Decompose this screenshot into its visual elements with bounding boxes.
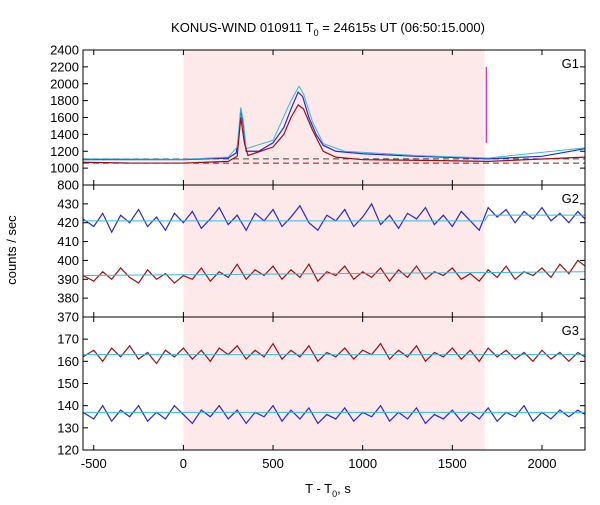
y-tick-label: 170 [57,332,79,347]
panel-label: G3 [562,323,579,338]
y-tick-label: 2000 [50,76,79,91]
y-tick-label: 420 [57,215,79,230]
y-tick-label: 800 [57,178,79,193]
y-tick-label: 410 [57,234,79,249]
y-tick-label: 1600 [50,110,79,125]
y-tick-label: 430 [57,196,79,211]
y-tick-label: 1800 [50,93,79,108]
y-tick-label: 150 [57,376,79,391]
y-axis-label: counts / sec [4,215,19,285]
series-g2-cyan-3 [82,271,586,277]
chart-title: KONUS-WIND 010911 T0 = 24615s UT (06:50:… [171,20,485,38]
y-tick-label: 370 [57,310,79,325]
y-tick-label: 380 [57,291,79,306]
y-tick-label: 2400 [50,43,79,58]
series-g1-cyan-1 [82,85,586,160]
x-tick-label: 0 [180,456,187,471]
x-axis-label: T - T0, s [305,481,351,499]
x-tick-label: -500 [81,456,107,471]
series-g1-blue-0 [83,91,586,161]
series-g3-red-0 [82,342,586,365]
y-tick-label: 390 [57,272,79,287]
series-g2-cyan-1 [83,214,585,222]
y-tick-label: 140 [57,398,79,413]
y-tick-label: 1000 [50,161,79,176]
series-g2-red-2 [82,259,586,284]
y-tick-label: 1200 [50,144,79,159]
x-tick-label: 1000 [348,456,377,471]
x-tick-label: 500 [262,456,284,471]
shaded-interval [183,50,485,450]
panel-label: G1 [562,56,579,71]
series-g3-blue-2 [82,404,586,425]
x-tick-label: 2000 [528,456,557,471]
y-tick-label: 2200 [50,59,79,74]
y-tick-label: 130 [57,420,79,435]
x-tick-label: 1500 [438,456,467,471]
series-g1-red-2 [82,103,586,164]
y-tick-label: 160 [57,354,79,369]
y-tick-label: 1400 [50,127,79,142]
y-tick-label: 120 [57,443,79,458]
panel-label: G2 [562,191,579,206]
panel-frame [82,316,586,451]
y-tick-label: 400 [57,253,79,268]
